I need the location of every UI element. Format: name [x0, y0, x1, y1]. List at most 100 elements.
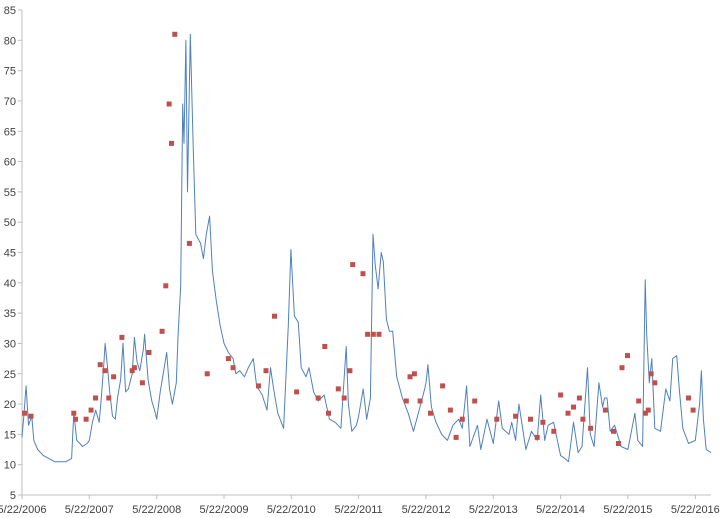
data-marker	[459, 416, 465, 422]
data-marker	[230, 365, 236, 371]
y-axis: 5 10 15 20 25 30 35 40 45 50 55 60 65 70 75 80 85	[4, 5, 23, 502]
data-marker	[551, 428, 557, 434]
data-marker	[611, 428, 616, 434]
data-marker	[169, 140, 174, 146]
y-tick-label: 25	[4, 369, 16, 381]
data-marker	[580, 416, 586, 422]
y-tick-label: 30	[4, 338, 16, 350]
data-marker	[534, 434, 540, 440]
data-marker	[166, 101, 172, 107]
x-tick-label: 5/22/2008	[132, 504, 181, 516]
plot-area	[21, 31, 712, 463]
data-marker	[272, 313, 277, 319]
data-marker	[428, 410, 433, 416]
data-marker	[648, 371, 654, 377]
y-tick-label: 35	[4, 308, 16, 320]
data-marker	[131, 365, 137, 371]
data-marker	[172, 31, 178, 37]
data-marker	[565, 410, 571, 416]
data-marker	[558, 392, 564, 398]
x-tick-label: 5/22/2013	[469, 504, 518, 516]
data-marker	[642, 410, 648, 416]
data-marker	[540, 419, 546, 425]
data-marker	[93, 395, 98, 401]
x-tick-label: 5/22/2015	[603, 504, 652, 516]
y-tick-label: 50	[4, 217, 16, 229]
data-marker	[163, 283, 169, 289]
data-marker	[417, 398, 423, 404]
data-marker	[111, 374, 117, 380]
x-tick-label: 5/22/2012	[402, 504, 451, 516]
data-marker	[139, 380, 145, 386]
y-tick-label: 75	[4, 66, 16, 78]
data-marker	[326, 410, 331, 416]
y-tick-label: 85	[4, 5, 16, 17]
data-marker	[528, 416, 533, 422]
x-tick-label: 5/22/2016	[671, 504, 720, 516]
data-marker	[690, 407, 696, 413]
data-marker	[263, 368, 269, 374]
data-marker	[403, 398, 409, 404]
data-marker	[625, 353, 630, 359]
data-marker	[256, 383, 261, 389]
y-tick-label: 10	[4, 460, 16, 472]
data-marker	[513, 413, 519, 419]
data-marker	[636, 398, 642, 404]
data-marker	[494, 416, 500, 422]
data-marker	[350, 262, 356, 268]
x-axis: 5/22/2006 5/22/2007 5/22/2008 5/22/2009 5/22…	[0, 494, 720, 516]
data-marker	[106, 395, 112, 401]
data-marker	[576, 395, 582, 401]
x-tick-label: 5/22/2007	[65, 504, 114, 516]
data-marker	[204, 371, 210, 377]
data-marker	[159, 328, 165, 334]
x-tick-label: 5/22/2009	[200, 504, 249, 516]
y-tick-label: 80	[4, 35, 16, 47]
data-marker	[102, 368, 108, 374]
data-marker	[652, 380, 658, 386]
data-marker	[645, 407, 651, 413]
y-tick-label: 15	[4, 429, 16, 441]
y-tick-label: 65	[4, 126, 16, 138]
x-tick-label: 5/22/2014	[536, 504, 585, 516]
data-marker	[186, 240, 192, 246]
y-tick-label: 55	[4, 187, 16, 199]
data-marker	[407, 374, 413, 380]
data-marker	[129, 368, 135, 374]
x-tick-label: 5/22/2006	[0, 504, 46, 516]
data-marker	[97, 362, 103, 368]
y-tick-label: 70	[4, 96, 16, 108]
x-tick-label: 5/22/2010	[267, 504, 316, 516]
data-marker	[347, 368, 353, 374]
data-marker	[376, 331, 382, 337]
data-marker	[370, 331, 376, 337]
data-marker	[365, 331, 371, 337]
x-tick-label: 5/22/2011	[335, 504, 383, 516]
data-marker	[315, 395, 321, 401]
data-marker	[571, 404, 576, 410]
data-marker	[411, 371, 417, 377]
data-marker	[73, 416, 78, 422]
data-marker	[686, 395, 691, 401]
y-tick-label: 45	[4, 248, 16, 260]
data-marker	[360, 271, 366, 277]
data-marker	[146, 350, 152, 355]
data-marker	[22, 410, 28, 416]
data-marker	[88, 407, 94, 413]
y-tick-label: 5	[10, 490, 16, 502]
data-marker	[619, 365, 625, 371]
data-marker	[616, 441, 621, 446]
series-line	[21, 33, 712, 463]
data-marker	[341, 395, 347, 401]
y-tick-label: 40	[4, 278, 16, 290]
data-marker	[588, 425, 594, 431]
data-marker	[453, 434, 459, 440]
data-marker	[602, 407, 608, 413]
data-marker	[447, 407, 453, 413]
data-marker	[119, 334, 125, 340]
data-marker	[28, 413, 34, 419]
y-tick-label: 60	[4, 157, 16, 169]
data-marker	[472, 398, 478, 404]
data-marker	[83, 416, 89, 422]
data-marker	[335, 386, 341, 392]
